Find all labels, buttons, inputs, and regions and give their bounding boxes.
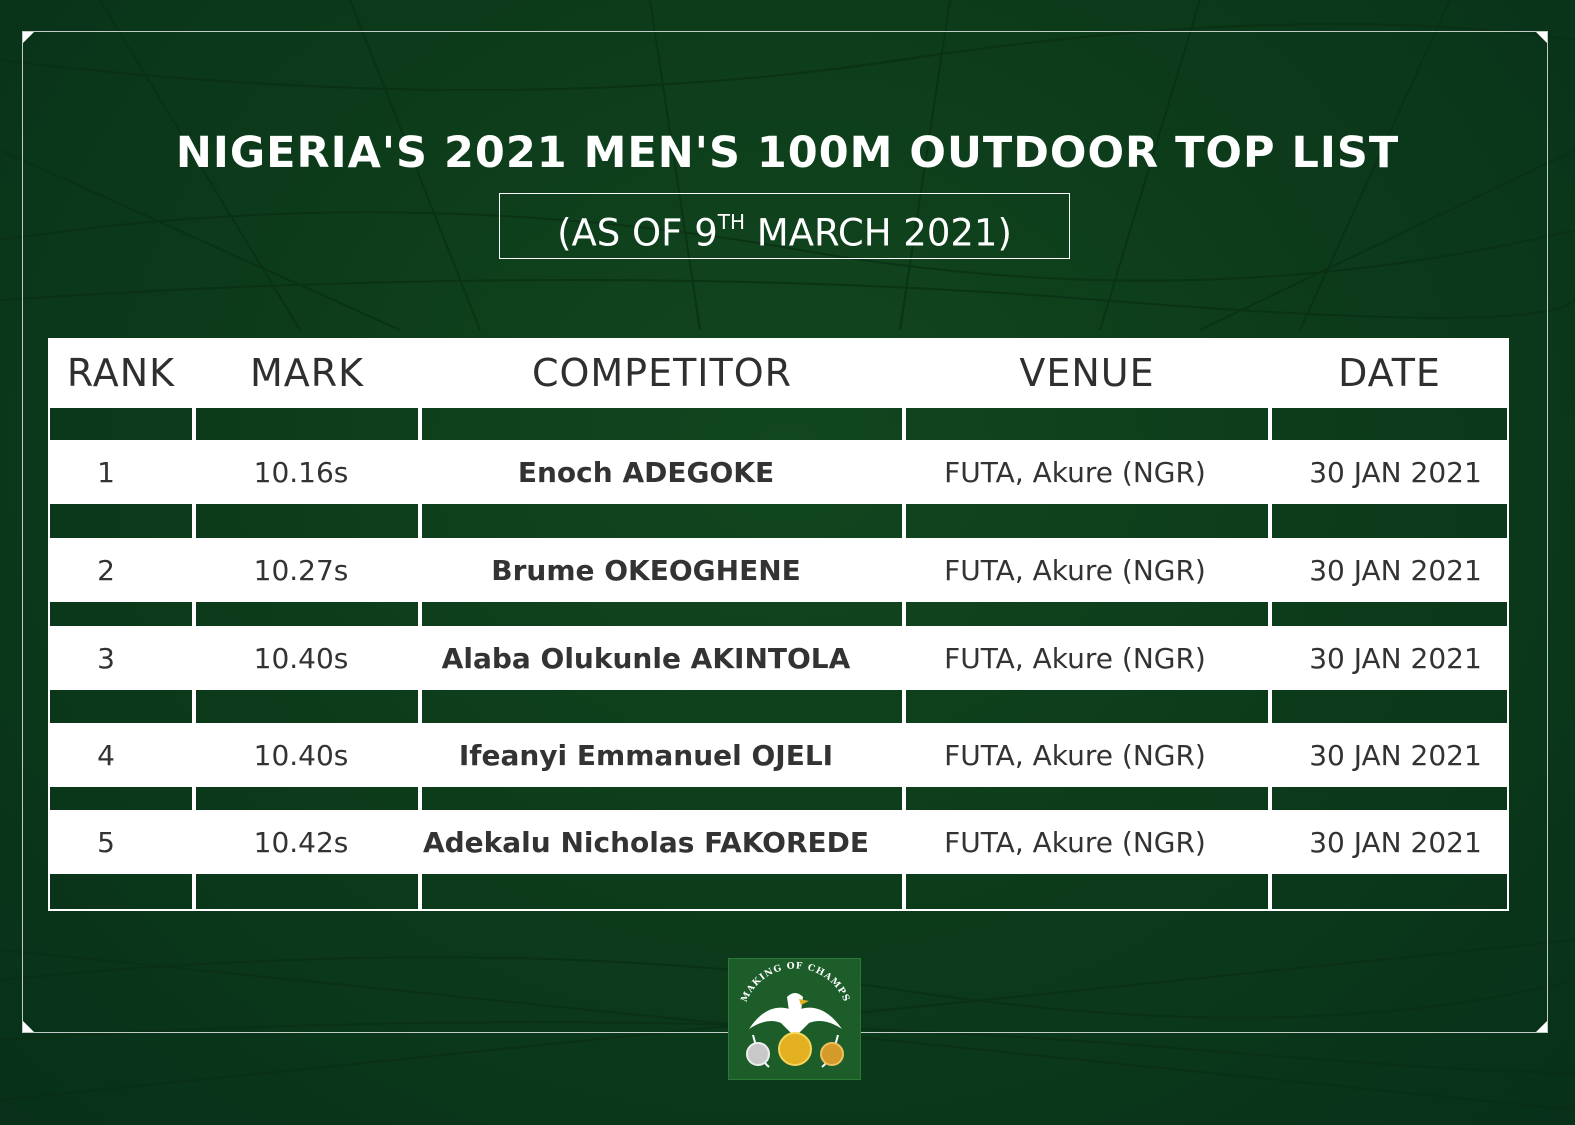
- mark-cell: 10.16s: [253, 455, 349, 489]
- table-row: [48, 626, 1509, 690]
- row-gap: [420, 690, 904, 723]
- venue-cell: FUTA, Akure (NGR): [944, 825, 1206, 859]
- row-gap: [194, 408, 420, 440]
- subtitle-suffix: MARCH 2021): [745, 211, 1012, 255]
- competitor-cell: Brume OKEOGHENE: [491, 553, 801, 587]
- row-gap: [420, 504, 904, 538]
- subtitle-superscript: TH: [717, 210, 746, 234]
- row-gap: [1270, 408, 1509, 440]
- mark-cell: 10.27s: [253, 553, 349, 587]
- column-header-competitor: COMPETITOR: [420, 338, 904, 408]
- date-cell: 30 JAN 2021: [1309, 641, 1482, 675]
- row-gap: [420, 602, 904, 626]
- mark-cell: 10.40s: [253, 641, 349, 675]
- eagle-medals-icon: MAKING OF CHAMPS: [740, 961, 850, 1068]
- row-gap: [1270, 504, 1509, 538]
- table-row: [48, 538, 1509, 602]
- table-row: [48, 440, 1509, 504]
- page-subtitle: (AS OF 9TH MARCH 2021): [499, 193, 1070, 259]
- rank-cell: 5: [97, 825, 115, 859]
- row-gap: [1270, 874, 1509, 911]
- row-gap: [904, 787, 1270, 810]
- row-gap: [420, 874, 904, 911]
- subtitle-prefix: (AS OF 9: [557, 211, 718, 255]
- row-gap: [194, 602, 420, 626]
- date-cell: 30 JAN 2021: [1309, 738, 1482, 772]
- row-gap: [904, 690, 1270, 723]
- frame-corner: [1536, 32, 1547, 43]
- rank-cell: 1: [97, 455, 115, 489]
- venue-cell: FUTA, Akure (NGR): [944, 553, 1206, 587]
- row-gap: [904, 602, 1270, 626]
- rank-cell: 2: [97, 553, 115, 587]
- table-row: [48, 810, 1509, 874]
- competitor-cell: Enoch ADEGOKE: [517, 455, 775, 489]
- row-gap: [48, 602, 194, 626]
- venue-cell: FUTA, Akure (NGR): [944, 738, 1206, 772]
- table-row: [48, 723, 1509, 787]
- competitor-cell: Alaba Olukunle AKINTOLA: [441, 641, 851, 675]
- row-gap: [1270, 602, 1509, 626]
- row-gap: [1270, 690, 1509, 723]
- mark-cell: 10.42s: [253, 825, 349, 859]
- column-header-rank: RANK: [48, 338, 194, 408]
- row-gap: [48, 690, 194, 723]
- column-header-mark: MARK: [194, 338, 420, 408]
- page-title: NIGERIA'S 2021 MEN'S 100M OUTDOOR TOP LI…: [175, 128, 1400, 178]
- competitor-cell: Adekalu Nicholas FAKOREDE: [422, 825, 870, 859]
- row-gap: [48, 504, 194, 538]
- row-gap: [1270, 787, 1509, 810]
- row-gap: [904, 408, 1270, 440]
- row-gap: [48, 787, 194, 810]
- row-gap: [194, 787, 420, 810]
- frame-corner: [23, 32, 34, 43]
- column-header-venue: VENUE: [904, 338, 1270, 408]
- making-of-champs-logo: MAKING OF CHAMPS: [728, 958, 861, 1080]
- frame-corner: [1536, 1021, 1547, 1032]
- row-gap: [194, 504, 420, 538]
- row-gap: [904, 504, 1270, 538]
- top-list-table: RANK MARK COMPETITOR VENUE DATE 1 10.16s Enoch …: [48, 338, 1509, 911]
- row-gap: [420, 787, 904, 810]
- venue-cell: FUTA, Akure (NGR): [944, 455, 1206, 489]
- row-gap: [904, 874, 1270, 911]
- row-gap: [194, 690, 420, 723]
- row-gap: [194, 874, 420, 911]
- date-cell: 30 JAN 2021: [1309, 553, 1482, 587]
- rank-cell: 3: [97, 641, 115, 675]
- date-cell: 30 JAN 2021: [1309, 455, 1482, 489]
- column-header-date: DATE: [1270, 338, 1509, 408]
- row-gap: [420, 408, 904, 440]
- competitor-cell: Ifeanyi Emmanuel OJELI: [458, 738, 834, 772]
- date-cell: 30 JAN 2021: [1309, 825, 1482, 859]
- row-gap: [48, 408, 194, 440]
- rank-cell: 4: [97, 738, 115, 772]
- mark-cell: 10.40s: [253, 738, 349, 772]
- frame-corner: [23, 1021, 34, 1032]
- row-gap: [48, 874, 194, 911]
- venue-cell: FUTA, Akure (NGR): [944, 641, 1206, 675]
